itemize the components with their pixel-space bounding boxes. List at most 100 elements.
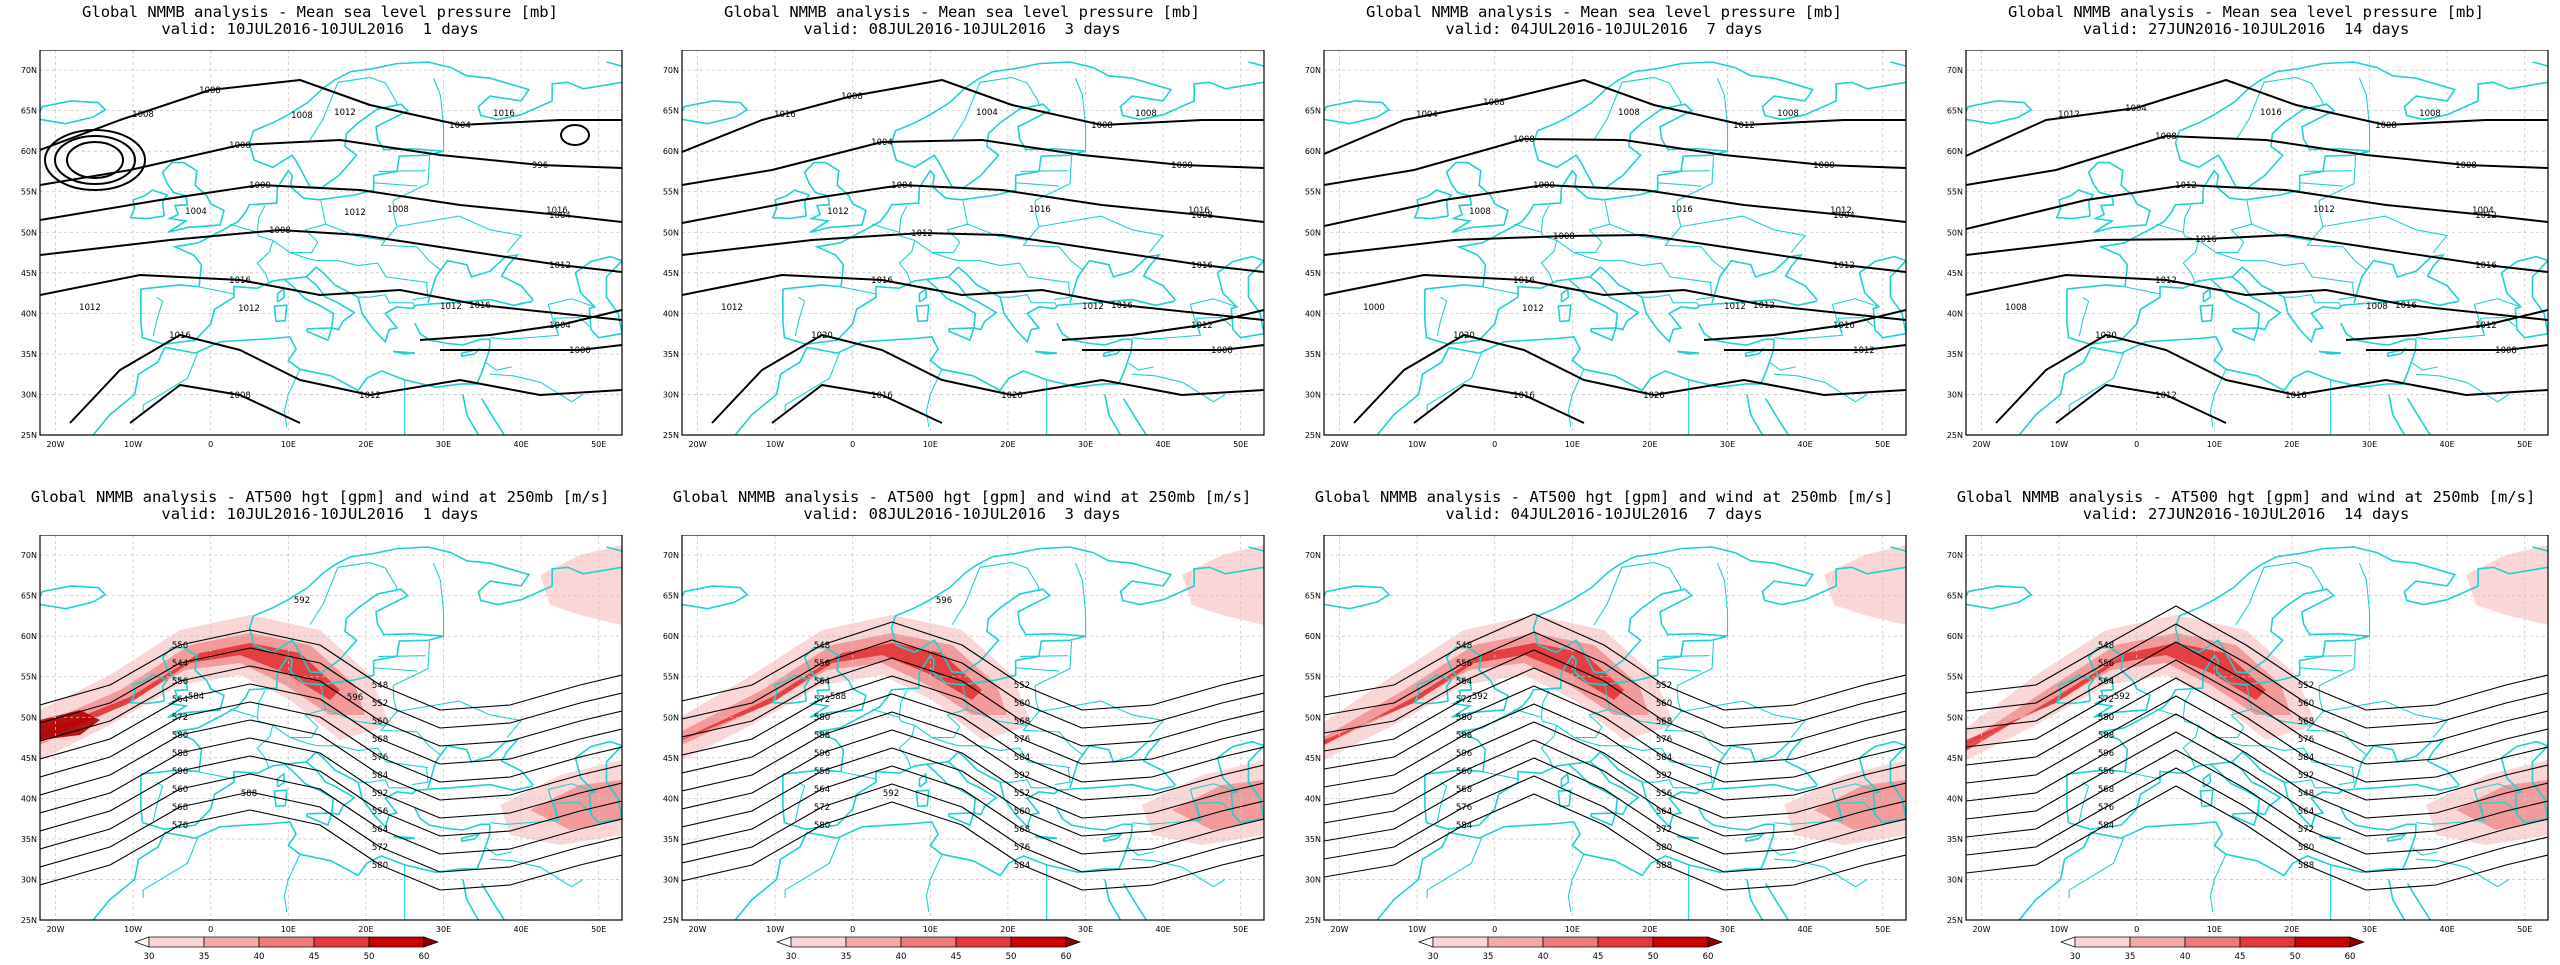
colorbar-tick-label: 60 (419, 952, 430, 962)
map-layer: 548 552 556 560 564 568 572 576 580 584 588 592 596 5… (1324, 535, 1906, 920)
contour-line (40, 791, 622, 873)
panel-valid-line: valid: 10JUL2016-10JUL2016 1 days (161, 20, 479, 38)
country-border (358, 294, 414, 304)
country-border (1011, 561, 1040, 590)
z500-panel-1: Global NMMB analysis - AT500 hgt [gpm] a… (10, 485, 635, 965)
panel-title-line: Global NMMB analysis - Mean sea level pr… (82, 3, 558, 21)
contour-label: 1016 (493, 109, 515, 119)
country-border (1642, 294, 1698, 304)
colorbar-tick-label: 50 (364, 952, 375, 962)
contour-label: 1012 (1830, 206, 1852, 216)
country-border (871, 708, 916, 768)
contour-label: 1012 (1522, 304, 1544, 314)
country-border (2299, 667, 2344, 672)
country-border (1696, 768, 1713, 786)
contour-label: 1016 (1671, 205, 1693, 215)
lat-tick-label: 25N (21, 916, 37, 925)
lat-tick-label: 45N (1947, 269, 1963, 278)
contour-line (1703, 309, 1906, 341)
lat-tick-label: 65N (1947, 107, 1963, 116)
lon-tick-label: 10W (766, 925, 784, 934)
contour-label: 584 (1014, 753, 1030, 763)
country-border (378, 170, 426, 173)
map-layer: 556 548 544 552 556 560 564 568 572 576 580 584 588 5… (40, 535, 622, 920)
contour-label: 1004 (2472, 206, 2494, 216)
panel-valid-line: valid: 04JUL2016-10JUL2016 7 days (1445, 505, 1763, 523)
country-border (839, 286, 877, 295)
contour-label: 1008 (1135, 109, 1157, 119)
contour-label: 1000 (1813, 161, 1835, 171)
lon-tick-label: 10E (923, 440, 938, 449)
lon-tick-label: 50E (1875, 925, 1890, 934)
lat-tick-label: 50N (1305, 228, 1321, 237)
lon-tick-label: 40E (514, 440, 529, 449)
contour-label: 572 (2298, 825, 2314, 835)
country-border (1664, 725, 1726, 756)
contour-line (711, 334, 1264, 424)
country-border (1015, 667, 1060, 672)
contour-line (1413, 384, 1585, 424)
contour-label: 1016 (546, 206, 568, 216)
contour-label: 588 (2098, 731, 2114, 741)
country-border (2068, 837, 2125, 899)
lon-tick-label: 30E (1720, 440, 1735, 449)
coastline (248, 546, 452, 674)
lat-tick-label: 65N (21, 592, 37, 601)
contour-label: 564 (814, 785, 830, 795)
country-border (2123, 771, 2161, 780)
country-border (2416, 304, 2486, 340)
contour-label: 1012 (827, 207, 849, 217)
colorbar-swatch (313, 936, 370, 948)
contour-line (40, 701, 622, 783)
lon-tick-label: 10W (2050, 925, 2068, 934)
colorbar: 30 35 40 45 50 60 (1417, 936, 1724, 962)
contour-label: 568 (1014, 825, 1030, 835)
lat-tick-label: 55N (663, 673, 679, 682)
country-border (1000, 779, 1056, 789)
contour-label: 1008 (2455, 161, 2477, 171)
country-border (2209, 369, 2227, 427)
coastline (1890, 61, 1906, 67)
contour-label: 1008 (2155, 132, 2177, 142)
country-border (925, 854, 943, 912)
contour-label: 1012 (2155, 276, 2177, 286)
map-plot: 548 552 556 560 564 568 572 576 580 584 588 592 596 5… (663, 535, 1265, 962)
country-border (432, 563, 445, 637)
country-border (2235, 561, 2296, 626)
coastline (2532, 546, 2548, 552)
coastline (306, 812, 333, 827)
coastline (1532, 546, 1736, 674)
map-plot: 1004 1008 1008 1008 1012 1012 1016 1016 1012 1016… (1947, 50, 2549, 449)
colorbar-tick-label: 45 (951, 952, 962, 962)
coastline (1092, 66, 1264, 121)
contour-line (771, 384, 943, 424)
country-border (2318, 641, 2357, 687)
lon-tick-label: 10E (281, 925, 296, 934)
coastline (427, 253, 535, 304)
lon-tick-label: 40E (1156, 925, 1171, 934)
map-plot: 548 552 556 560 564 568 572 576 580 584 588 592 596 5… (1947, 535, 2549, 962)
contour-line (1324, 138, 1906, 186)
lat-tick-label: 65N (1305, 107, 1321, 116)
contour-label: 596 (172, 767, 188, 777)
coastline (140, 635, 444, 775)
contour-label: 1016 (1513, 391, 1535, 401)
coastline (2066, 635, 2370, 775)
country-border (1054, 302, 1058, 308)
lon-tick-label: 30E (2362, 925, 2377, 934)
contour-line (682, 693, 1264, 783)
contour-line (40, 683, 622, 765)
contour-label: 1000 (1533, 181, 1555, 191)
coastline (1248, 546, 1264, 552)
contour-line (40, 184, 622, 223)
lat-tick-label: 55N (1305, 673, 1321, 682)
contour-label: 1012 (1853, 346, 1875, 356)
country-border (1426, 352, 1483, 414)
contour-label: 1008 (1483, 98, 1505, 108)
lat-tick-label: 50N (1305, 713, 1321, 722)
contour-line (682, 729, 1264, 819)
country-border (548, 298, 596, 308)
panel-valid-line: valid: 08JUL2016-10JUL2016 3 days (803, 20, 1121, 38)
contour-label: 580 (1656, 843, 1672, 853)
contour-label: 588 (241, 789, 257, 799)
